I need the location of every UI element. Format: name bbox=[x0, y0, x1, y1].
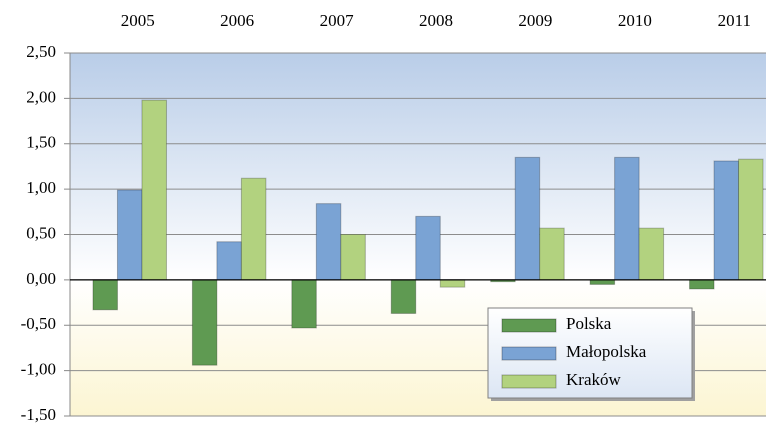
y-tick-label: -1,50 bbox=[21, 405, 56, 424]
y-tick-label: 0,50 bbox=[26, 223, 56, 242]
bar bbox=[216, 241, 242, 281]
bar bbox=[689, 279, 715, 290]
bar bbox=[92, 279, 118, 311]
y-tick-label: -0,50 bbox=[21, 314, 56, 333]
x-tick-label: 2009 bbox=[518, 11, 552, 30]
bar bbox=[141, 99, 167, 281]
y-tick-label: 1,50 bbox=[26, 133, 56, 152]
legend-label: Polska bbox=[566, 314, 612, 333]
x-tick-label: 2005 bbox=[121, 11, 155, 30]
bar bbox=[439, 279, 466, 288]
legend-swatch bbox=[501, 374, 557, 389]
bar bbox=[638, 227, 665, 281]
bar bbox=[390, 279, 417, 314]
y-tick-label: 0,00 bbox=[26, 269, 56, 288]
x-tick-label: 2011 bbox=[718, 11, 751, 30]
x-tick-label: 2008 bbox=[419, 11, 453, 30]
legend-swatch bbox=[501, 346, 557, 361]
legend-label: Kraków bbox=[566, 370, 621, 389]
legend-swatch bbox=[501, 318, 557, 333]
bar bbox=[713, 160, 740, 281]
bar bbox=[340, 234, 366, 281]
y-tick-label: 1,00 bbox=[26, 178, 56, 197]
x-tick-label: 2006 bbox=[220, 11, 254, 30]
bar bbox=[589, 279, 616, 285]
y-tick-label: 2,00 bbox=[26, 87, 56, 106]
x-tick-label: 2007 bbox=[320, 11, 355, 30]
bar bbox=[191, 279, 218, 366]
legend-label: Małopolska bbox=[566, 342, 647, 361]
bar bbox=[240, 177, 267, 281]
bar bbox=[514, 156, 541, 281]
bar bbox=[614, 156, 640, 281]
bar bbox=[291, 279, 317, 329]
y-tick-label: 2,50 bbox=[26, 42, 56, 61]
bar bbox=[116, 189, 143, 281]
bar bbox=[415, 215, 441, 281]
bar bbox=[315, 203, 342, 281]
bar bbox=[738, 158, 764, 281]
x-tick-label: 2010 bbox=[618, 11, 652, 30]
bar bbox=[539, 227, 565, 281]
y-tick-label: -1,00 bbox=[21, 360, 56, 379]
